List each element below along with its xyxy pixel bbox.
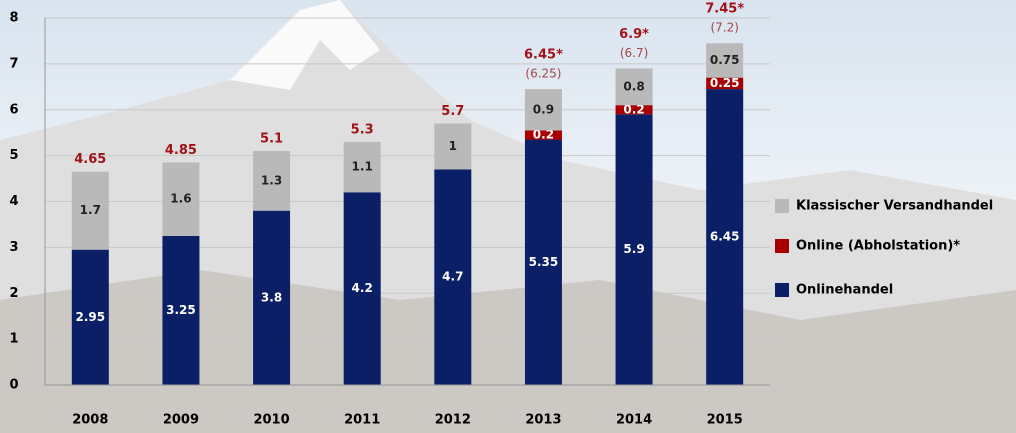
- segment-label: 3.8: [261, 290, 282, 304]
- total-label: 4.65: [74, 152, 106, 167]
- total-label: 5.3: [351, 122, 374, 137]
- legend-swatch: [775, 283, 789, 297]
- segment-label: 4.2: [352, 281, 373, 295]
- total-label: 5.7: [441, 104, 464, 119]
- bar-segment: [162, 162, 200, 236]
- x-tick-label: 2011: [344, 413, 380, 428]
- bar-segment: [434, 169, 472, 385]
- y-tick-label: 3: [9, 240, 18, 255]
- bar-segment: [343, 141, 381, 193]
- bar-segment: [71, 171, 109, 250]
- legend-swatch: [775, 199, 789, 213]
- bar-segment: [434, 123, 472, 170]
- bar-segment: [343, 192, 381, 385]
- segment-label: 0.25: [710, 76, 740, 90]
- segment-label: 6.45: [710, 230, 740, 244]
- x-tick-label: 2009: [163, 413, 199, 428]
- legend-swatch: [775, 239, 789, 253]
- segment-label: 0.2: [533, 127, 554, 141]
- total-label: 6.45*: [524, 48, 563, 63]
- x-tick-label: 2010: [253, 413, 289, 428]
- total-label: 4.85: [165, 143, 197, 158]
- y-tick-label: 0: [9, 378, 18, 393]
- segment-label: 0.8: [623, 79, 644, 93]
- x-tick-label: 2014: [616, 413, 652, 428]
- bar-segment: [253, 210, 291, 385]
- bar-segment: [253, 151, 291, 211]
- segment-label: 5.9: [623, 242, 644, 256]
- segment-label: 5.35: [529, 255, 559, 269]
- legend-label: Onlinehandel: [796, 283, 893, 298]
- y-tick-label: 2: [9, 286, 18, 301]
- bar-segment: [615, 114, 653, 386]
- segment-label: 1.6: [170, 192, 191, 206]
- segment-label: 4.7: [442, 270, 463, 284]
- bar-segment: [706, 43, 744, 78]
- bar-segment: [162, 235, 200, 385]
- y-tick-label: 6: [9, 102, 18, 117]
- total-excl-label: (6.25): [525, 67, 561, 81]
- total-label: 6.9*: [619, 27, 649, 42]
- y-tick-label: 1: [9, 332, 18, 347]
- total-label: 5.1: [260, 132, 283, 147]
- y-tick-label: 4: [9, 194, 18, 209]
- x-tick-label: 2015: [707, 413, 743, 428]
- x-tick-label: 2013: [525, 413, 561, 428]
- x-tick-label: 2012: [435, 413, 471, 428]
- y-tick-label: 8: [9, 11, 18, 26]
- bar-segment: [524, 139, 562, 385]
- y-tick-label: 7: [9, 56, 18, 71]
- legend-label: Klassischer Versandhandel: [796, 199, 993, 214]
- bar-segment: [706, 77, 744, 90]
- segment-label: 0.9: [533, 102, 554, 116]
- bar-segment: [706, 89, 744, 385]
- segment-label: 3.25: [166, 303, 196, 317]
- segment-label: 2.95: [76, 310, 106, 324]
- bar-segment: [615, 68, 653, 106]
- bar-segment: [524, 130, 562, 140]
- y-tick-label: 5: [9, 148, 18, 163]
- total-excl-label: (6.7): [620, 46, 648, 60]
- segment-label: 1.1: [352, 160, 373, 174]
- bar-segment: [615, 105, 653, 115]
- legend-label: Online (Abholstation)*: [796, 239, 960, 254]
- segment-label: 1: [449, 139, 457, 153]
- segment-label: 0.2: [623, 102, 644, 116]
- x-tick-label: 2008: [72, 413, 108, 428]
- total-excl-label: (7.2): [710, 21, 738, 35]
- bar-segment: [524, 89, 562, 131]
- segment-label: 0.75: [710, 53, 740, 67]
- bar-segment: [71, 249, 109, 385]
- total-label: 7.45*: [705, 2, 744, 17]
- segment-label: 1.7: [80, 203, 101, 217]
- segment-label: 1.3: [261, 173, 282, 187]
